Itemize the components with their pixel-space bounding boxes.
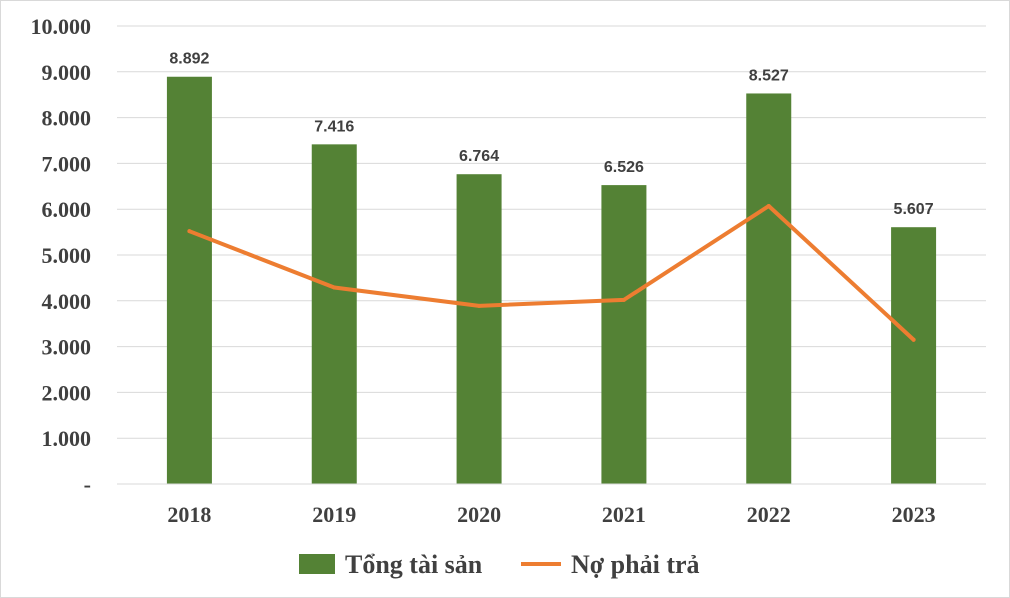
y-tick-label: 10.000 — [31, 14, 92, 39]
legend-label-no-phai-tra: Nợ phải trả — [571, 550, 700, 579]
y-tick-label: 2.000 — [42, 380, 92, 405]
data-labels: 8.892 7.416 6.764 6.526 8.527 5.607 — [169, 51, 933, 218]
data-label: 8.892 — [169, 51, 209, 68]
bar-tong-tai-san — [311, 144, 357, 484]
x-tick-label: 2018 — [167, 502, 211, 527]
line-no-phai-tra — [187, 203, 916, 342]
legend: Tổng tài sản Nợ phải trả — [299, 550, 700, 579]
data-label: 7.416 — [314, 118, 354, 135]
y-tick-label: - — [84, 472, 91, 497]
x-tick-label: 2020 — [457, 502, 501, 527]
data-label: 6.526 — [604, 159, 644, 176]
y-tick-label: 3.000 — [42, 335, 92, 360]
y-tick-label: 9.000 — [42, 60, 92, 85]
legend-swatch-tong-tai-san — [299, 554, 335, 574]
bar-tong-tai-san — [166, 76, 212, 484]
x-tick-label: 2022 — [747, 502, 791, 527]
data-label: 6.764 — [459, 148, 499, 165]
bar-tong-tai-san — [891, 227, 937, 484]
x-tick-label: 2023 — [892, 502, 936, 527]
line-series — [187, 203, 916, 342]
point-no-phai-tra — [332, 285, 337, 290]
y-tick-label: 6.000 — [42, 197, 92, 222]
y-tick-label: 7.000 — [42, 151, 92, 176]
x-axis: 2018 2019 2020 2021 2022 2023 — [117, 483, 986, 527]
point-no-phai-tra — [477, 303, 482, 308]
y-axis: - 1.000 2.000 3.000 4.000 5.000 6.000 7.000 8.00… — [31, 14, 92, 497]
bar-tong-tai-san — [746, 93, 792, 484]
bar-tong-tai-san — [601, 185, 647, 485]
y-tick-label: 4.000 — [42, 289, 92, 314]
y-tick-label: 1.000 — [42, 426, 92, 451]
point-no-phai-tra — [911, 337, 916, 342]
x-tick-label: 2019 — [312, 502, 356, 527]
point-no-phai-tra — [766, 203, 771, 208]
legend-label-tong-tai-san: Tổng tài sản — [345, 550, 483, 579]
point-no-phai-tra — [621, 297, 626, 302]
y-tick-label: 8.000 — [42, 106, 92, 131]
point-no-phai-tra — [187, 229, 192, 234]
bar-tong-tai-san — [456, 174, 502, 484]
data-label: 5.607 — [894, 201, 934, 218]
bar-series — [166, 76, 937, 485]
y-tick-label: 5.000 — [42, 243, 92, 268]
x-tick-label: 2021 — [602, 502, 646, 527]
data-label: 8.527 — [749, 67, 789, 84]
